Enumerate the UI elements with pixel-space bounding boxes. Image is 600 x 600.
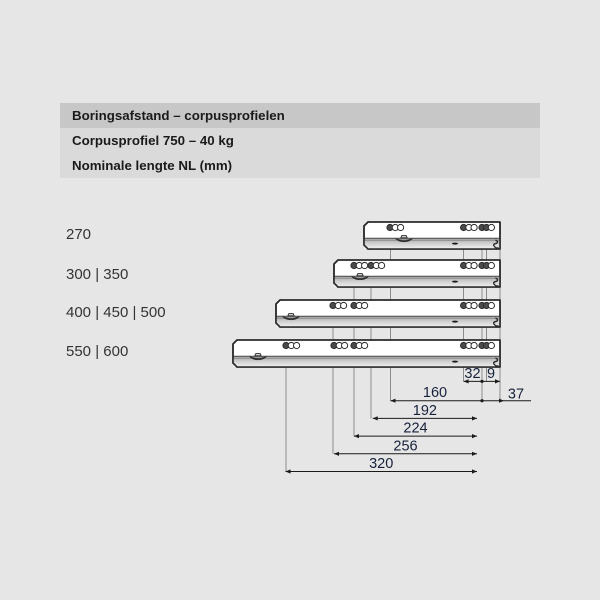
- svg-text:9: 9: [487, 366, 495, 382]
- svg-text:224: 224: [403, 421, 427, 437]
- svg-text:37: 37: [508, 387, 524, 403]
- svg-text:320: 320: [369, 456, 393, 472]
- svg-text:256: 256: [393, 438, 417, 454]
- svg-text:160: 160: [423, 385, 447, 401]
- svg-text:32: 32: [464, 366, 480, 382]
- svg-text:192: 192: [413, 403, 437, 419]
